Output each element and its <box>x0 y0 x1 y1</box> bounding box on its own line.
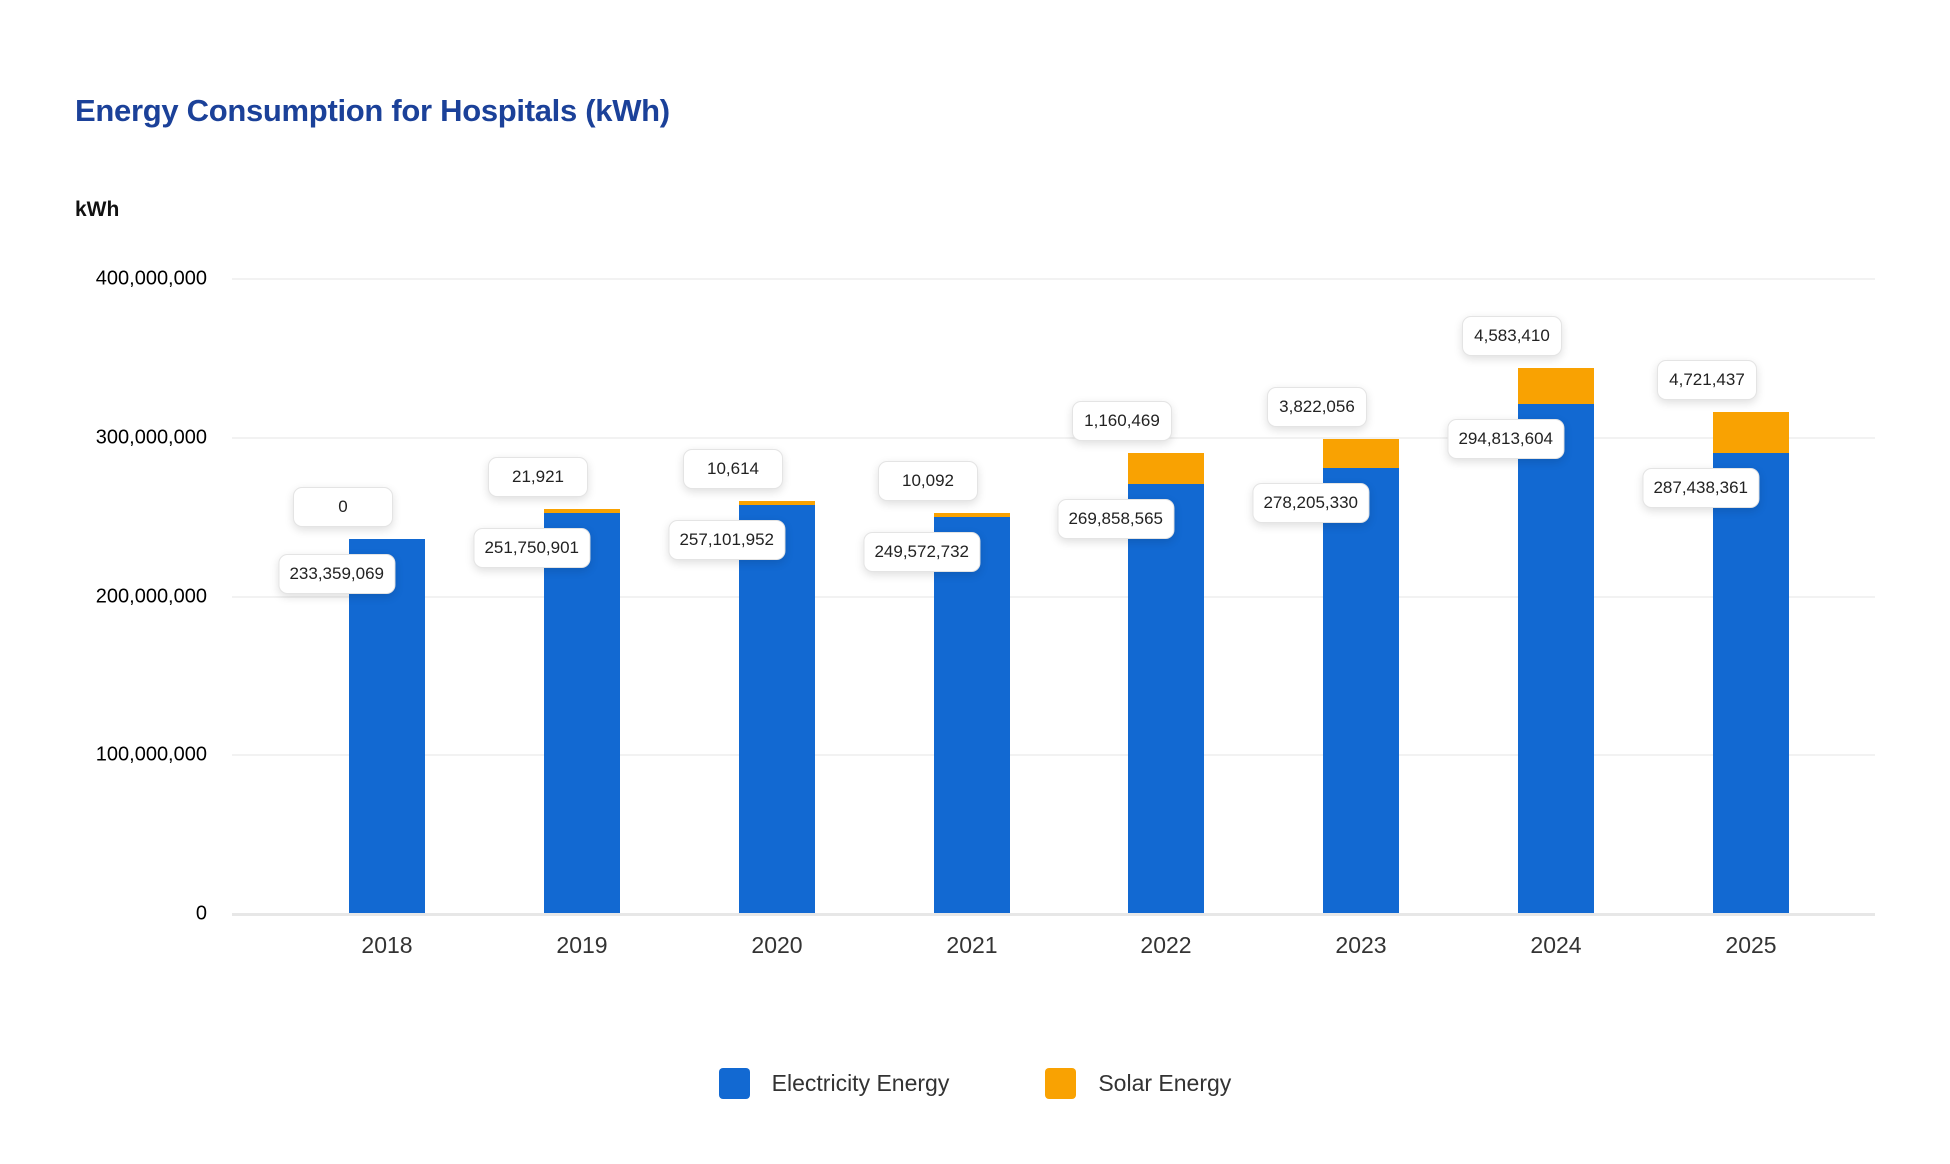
electricity-value-label-2022: 269,858,565 <box>1057 499 1174 539</box>
solar-value-label-2025: 4,721,437 <box>1657 360 1757 400</box>
gridline <box>232 913 1875 916</box>
x-axis-tick-label: 2020 <box>751 932 803 958</box>
solar-value-label-2023: 3,822,056 <box>1267 387 1367 427</box>
solar-value-label-2020: 10,614 <box>683 449 783 489</box>
gridline <box>232 436 1875 439</box>
legend-item-electricity-energy[interactable]: Electricity Energy <box>718 1068 950 1099</box>
bar-solar-2020[interactable] <box>739 501 815 505</box>
legend: Electricity Energy Solar Energy <box>0 1068 1950 1099</box>
solar-value-label-2018: 0 <box>293 487 393 527</box>
bar-solar-2021[interactable] <box>934 513 1010 517</box>
electricity-value-label-2018: 233,359,069 <box>278 554 395 594</box>
y-axis-tick-label: 300,000,000 <box>95 426 207 449</box>
electricity-value-label-2020: 257,101,952 <box>668 520 785 560</box>
electricity-value-label-2023: 278,205,330 <box>1252 483 1369 523</box>
electricity-value-label-2021: 249,572,732 <box>863 532 980 572</box>
legend-label: Solar Energy <box>1098 1070 1232 1096</box>
legend-swatch-icon <box>1045 1068 1077 1099</box>
electricity-value-label-2019: 251,750,901 <box>473 528 590 568</box>
x-axis-tick-label: 2024 <box>1530 932 1582 958</box>
bar-electricity-2020[interactable] <box>739 505 815 913</box>
bar-solar-2019[interactable] <box>544 509 620 513</box>
y-axis-tick-label: 400,000,000 <box>95 267 207 290</box>
bar-solar-2024[interactable] <box>1518 368 1594 404</box>
legend-label: Electricity Energy <box>771 1070 950 1096</box>
electricity-value-label-2025: 287,438,361 <box>1642 468 1759 508</box>
legend-item-solar-energy[interactable]: Solar Energy <box>1045 1068 1231 1099</box>
y-axis-tick-label: 200,000,000 <box>95 585 207 607</box>
x-axis-tick-label: 2022 <box>1140 932 1192 958</box>
x-axis-tick-label: 2019 <box>556 932 608 958</box>
solar-value-label-2021: 10,092 <box>878 461 978 501</box>
gridline <box>232 595 1875 598</box>
x-axis-tick-label: 2021 <box>946 932 998 958</box>
electricity-value-label-2024: 294,813,604 <box>1447 419 1564 459</box>
y-axis-tick-label: 100,000,000 <box>95 743 207 766</box>
bar-electricity-2018[interactable] <box>349 539 425 913</box>
bar-electricity-2019[interactable] <box>544 513 620 913</box>
bar-solar-2022[interactable] <box>1128 453 1204 484</box>
bar-electricity-2022[interactable] <box>1128 484 1204 913</box>
x-axis-tick-label: 2018 <box>361 932 413 958</box>
x-axis-tick-label: 2023 <box>1335 932 1387 958</box>
y-axis-unit-label: kWh <box>75 198 120 221</box>
bar-electricity-2024[interactable] <box>1518 404 1594 913</box>
solar-value-label-2022: 1,160,469 <box>1072 401 1172 441</box>
bar-electricity-2021[interactable] <box>934 517 1010 913</box>
bar-solar-2025[interactable] <box>1713 412 1789 453</box>
bar-electricity-2023[interactable] <box>1323 468 1399 913</box>
legend-swatch-icon <box>718 1068 750 1099</box>
x-axis-tick-label: 2025 <box>1725 932 1777 958</box>
y-axis-tick-label: 0 <box>195 902 207 925</box>
solar-value-label-2019: 21,921 <box>488 457 588 497</box>
chart-title: Energy Consumption for Hospitals (kWh) <box>75 93 670 128</box>
gridline <box>232 754 1875 757</box>
bar-solar-2023[interactable] <box>1323 439 1399 468</box>
gridline <box>232 278 1875 280</box>
solar-value-label-2024: 4,583,410 <box>1462 316 1562 356</box>
bar-electricity-2025[interactable] <box>1713 453 1789 913</box>
